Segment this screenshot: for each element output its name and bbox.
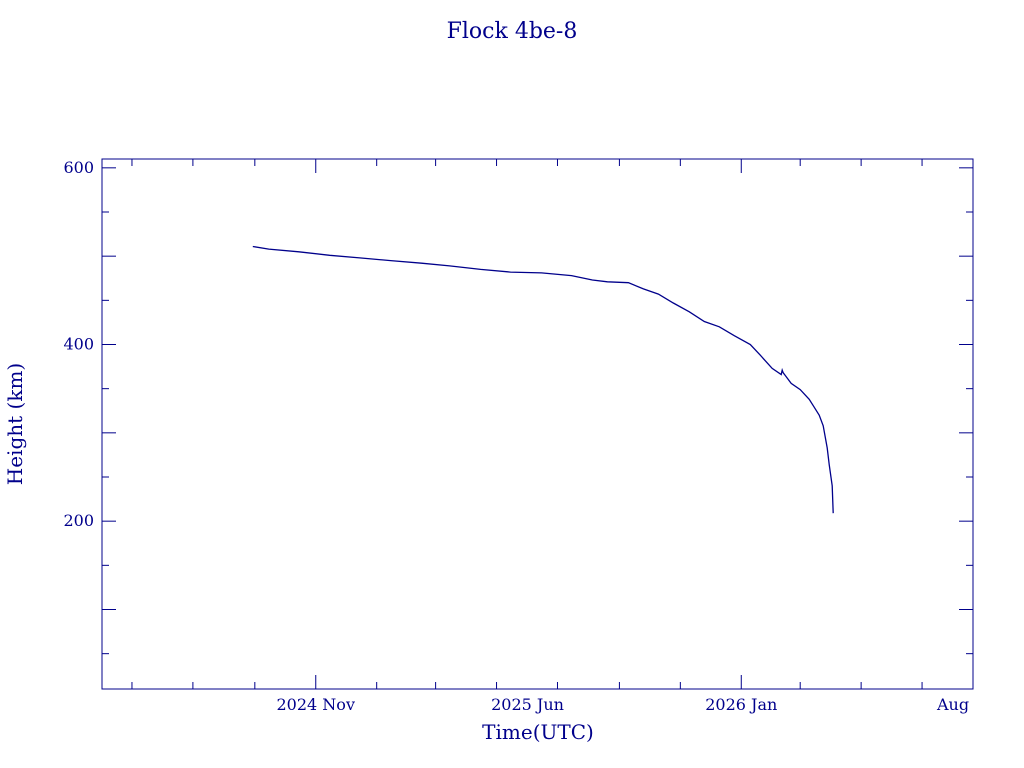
y-axis-tick-labels: 200 400 600	[63, 158, 94, 530]
x-axis-ticks	[131, 159, 923, 689]
plot-frame	[101, 158, 974, 690]
y-tick-label: 600	[63, 158, 94, 177]
y-tick-label: 200	[63, 511, 94, 530]
x-axis-tick-labels: 2024 Nov 2025 Jun 2026 Jan Aug	[277, 695, 970, 714]
y-tick-label: 400	[63, 335, 94, 354]
chart-title: Flock 4be-8	[447, 19, 578, 44]
x-axis-title: Time(UTC)	[482, 720, 594, 744]
y-axis-title: Height (km)	[3, 363, 27, 485]
x-tick-label: 2024 Nov	[277, 695, 355, 714]
x-tick-label: 2026 Jan	[705, 695, 777, 714]
y-axis-ticks	[102, 167, 973, 655]
x-tick-label: Aug	[936, 695, 969, 714]
height-series-line	[252, 245, 834, 514]
x-tick-label: 2025 Jun	[491, 695, 564, 714]
